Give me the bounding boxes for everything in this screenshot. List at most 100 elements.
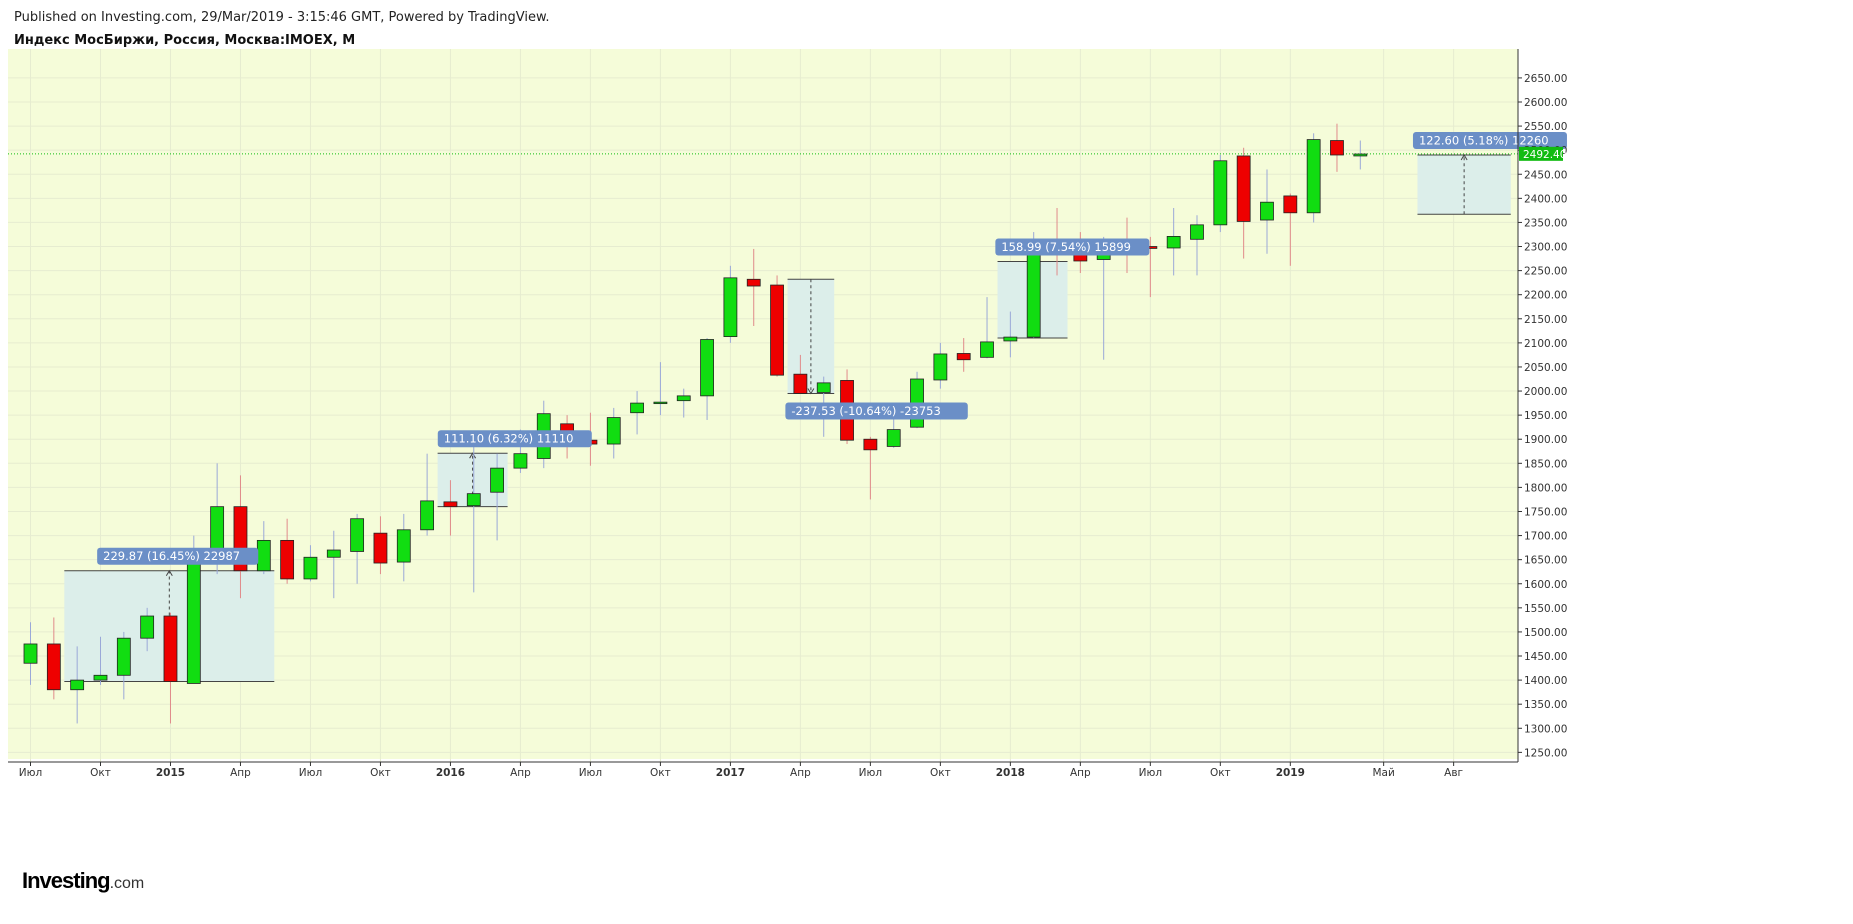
candle-body: [163, 615, 178, 682]
candle-body: [816, 382, 831, 393]
candle-body: [23, 643, 38, 664]
x-tick-label: Май: [1372, 767, 1394, 779]
candle-body: [746, 278, 761, 287]
x-tick-label: Авг: [1444, 767, 1463, 779]
candle-body: [653, 401, 668, 405]
x-tick-label: Апр: [230, 767, 251, 779]
candle-body: [326, 549, 341, 558]
measure-label-text: -237.53 (-10.64%) -23753: [791, 404, 940, 418]
y-tick-label: 2550.00: [1524, 121, 1567, 133]
x-tick-label: 2018: [996, 767, 1025, 779]
x-tick-label: Окт: [90, 767, 111, 779]
candle-body: [303, 556, 318, 580]
measure-arrow-head: [165, 569, 173, 576]
y-tick-label: 1900.00: [1524, 434, 1567, 446]
candle-body: [1330, 140, 1344, 156]
measure-arrow-head: [1460, 154, 1468, 161]
y-tick-label: 1600.00: [1524, 579, 1567, 591]
candle-body: [793, 373, 808, 394]
x-tick-label: Апр: [790, 767, 811, 779]
x-tick-label: Июл: [19, 767, 42, 779]
candle-body: [396, 529, 411, 563]
measure-label-text: 229.87 (16.45%) 22987: [103, 549, 240, 563]
x-tick-label: 2016: [436, 767, 465, 779]
y-tick-label: 1850.00: [1524, 458, 1567, 470]
y-tick-label: 1500.00: [1524, 627, 1567, 639]
y-tick-label: 1650.00: [1524, 555, 1567, 567]
y-tick-label: 1750.00: [1524, 506, 1567, 518]
y-tick-label: 2000.00: [1524, 386, 1567, 398]
y-tick-label: 2450.00: [1524, 169, 1567, 181]
measure-label-box: [437, 430, 592, 448]
candle-body: [630, 402, 644, 414]
y-tick-label: 2050.00: [1524, 362, 1567, 374]
candle-body: [886, 429, 901, 447]
y-tick-label: 1350.00: [1524, 699, 1567, 711]
x-tick-label: 2019: [1276, 767, 1305, 779]
y-tick-label: 2300.00: [1524, 242, 1567, 254]
y-tick-label: 2150.00: [1524, 314, 1567, 326]
measure-label-box: [1412, 131, 1567, 149]
candle-body: [46, 643, 61, 691]
published-line: Published on Investing.com, 29/Mar/2019 …: [14, 10, 550, 25]
y-tick-label: 1450.00: [1524, 651, 1567, 663]
y-tick-label: 1700.00: [1524, 531, 1567, 543]
y-tick-label: 1550.00: [1524, 603, 1567, 615]
candle-body: [1190, 224, 1204, 240]
y-tick-label: 2650.00: [1524, 73, 1567, 85]
measure-arrow-head: [807, 388, 815, 395]
x-tick-label: Апр: [1070, 767, 1091, 779]
x-tick-label: 2017: [716, 767, 745, 779]
last-price-label: 2492.40: [1519, 146, 1566, 161]
candle-body: [980, 341, 994, 358]
candle-body: [490, 467, 505, 493]
x-tick-label: Окт: [650, 767, 671, 779]
y-tick-label: 2250.00: [1524, 266, 1567, 278]
candle-body: [280, 539, 295, 580]
candle-body: [1166, 236, 1181, 249]
measure-label-text: 122.60 (5.18%) 12260: [1419, 133, 1549, 147]
x-tick-label: Апр: [510, 767, 531, 779]
candle-body: [1003, 336, 1018, 342]
measure-label-box: [785, 402, 968, 420]
candles: [23, 123, 1368, 724]
measure-label-text: 111.10 (6.32%) 11110: [444, 432, 574, 446]
y-tick-label: 2600.00: [1524, 97, 1567, 109]
measure-label-box: [995, 238, 1150, 256]
y-tick-label: 2350.00: [1524, 217, 1567, 229]
y-tick-label: 1300.00: [1524, 723, 1567, 735]
candle-body: [1236, 155, 1251, 222]
y-tick-label: 2100.00: [1524, 338, 1567, 350]
candle-body: [676, 395, 691, 402]
price-axis[interactable]: 1250.00 1300.00 1350.00 1400.00 1450.00 1500.…: [1518, 73, 1567, 759]
x-tick-label: Июл: [1139, 767, 1162, 779]
last-price-box: [1519, 146, 1563, 161]
candle-body: [186, 559, 201, 684]
measure-label-box: [97, 547, 259, 565]
time-axis[interactable]: Июл Окт 2015 Апр Июл Окт 2016 Апр Июл Окт 2017 Апр И…: [19, 762, 1463, 779]
candle-body: [116, 637, 131, 676]
last-price-text: 2492.40: [1523, 149, 1566, 161]
y-tick-label: 1250.00: [1524, 747, 1567, 759]
candle-body: [256, 539, 271, 572]
candle-body: [140, 615, 155, 639]
y-tick-label: 2200.00: [1524, 290, 1567, 302]
y-tick-label: 1400.00: [1524, 675, 1567, 687]
candle-body: [723, 277, 738, 338]
measurement-labels: 229.87 (16.45%) 22987 111.10 (6.32%) 1111…: [97, 131, 1567, 565]
candle-body: [933, 353, 948, 381]
measure-arrow-head: [469, 452, 477, 459]
candle-body: [513, 453, 528, 469]
candle-body: [700, 339, 714, 397]
candle-body: [420, 500, 435, 531]
x-tick-label: Июл: [299, 767, 322, 779]
y-tick-label: 1950.00: [1524, 410, 1567, 422]
y-tick-label: 1800.00: [1524, 482, 1567, 494]
x-tick-label: Окт: [370, 767, 391, 779]
candle-body: [863, 438, 878, 451]
candle-body: [1306, 139, 1321, 214]
candle-body: [1353, 153, 1368, 157]
candle-body: [1213, 160, 1228, 226]
candle-body: [93, 674, 108, 681]
